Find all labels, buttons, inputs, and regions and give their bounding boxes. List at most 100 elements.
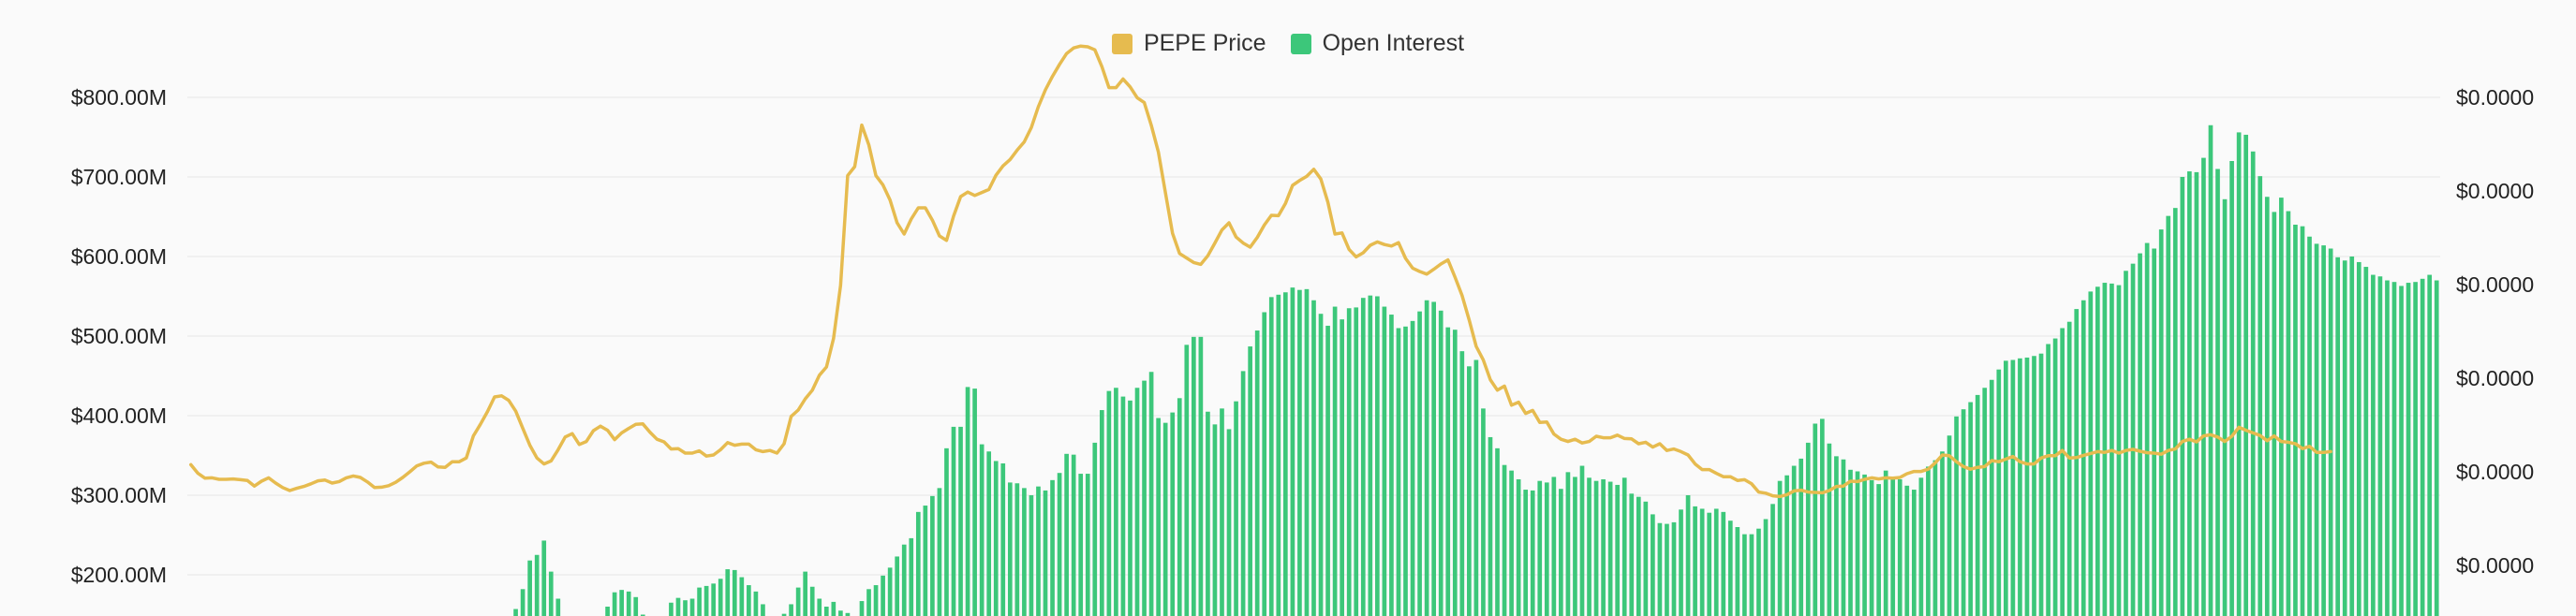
- open-interest-bar: [1134, 388, 1140, 616]
- open-interest-bar: [626, 591, 631, 616]
- open-interest-bar: [1240, 371, 1246, 616]
- open-interest-bar: [1713, 508, 1719, 616]
- open-interest-bar: [1819, 418, 1825, 616]
- open-interest-bar: [2391, 282, 2397, 616]
- open-interest-bar: [2363, 267, 2369, 616]
- open-interest-bar: [901, 544, 907, 616]
- open-interest-bar: [1869, 479, 1874, 616]
- open-interest-bar: [534, 554, 540, 616]
- open-interest-bar: [2321, 245, 2326, 616]
- open-interest-bar: [1932, 460, 1938, 616]
- open-interest-bar: [2420, 278, 2425, 616]
- open-interest-bar: [789, 604, 793, 616]
- open-interest-bar: [944, 447, 949, 616]
- open-interest-bar: [958, 426, 963, 616]
- open-interest-bar: [1029, 495, 1034, 616]
- open-interest-bar: [2258, 176, 2263, 616]
- open-interest-bar: [689, 598, 695, 616]
- open-interest-bar: [2102, 283, 2108, 616]
- open-interest-bar: [859, 601, 865, 616]
- right-axis-ticks: $0.0000 $0.0000 $0.0000 $0.0000 $0.0000 $0.00…: [2456, 85, 2534, 578]
- open-interest-bar: [1679, 509, 1683, 616]
- open-interest-bar: [619, 590, 624, 616]
- open-interest-bar: [2158, 229, 2164, 616]
- open-interest-bar: [2201, 157, 2206, 616]
- open-interest-bar: [1727, 521, 1733, 616]
- open-interest-bar: [640, 614, 645, 616]
- open-interest-bar: [2335, 257, 2341, 616]
- open-interest-bar: [831, 601, 836, 616]
- open-interest-bar: [1198, 336, 1204, 616]
- open-interest-bar: [1488, 436, 1493, 616]
- right-axis-tick-label: $0.0000: [2456, 553, 2534, 578]
- open-interest-bar: [2024, 357, 2030, 616]
- open-interest-bar: [1918, 477, 1924, 616]
- open-interest-bar: [1559, 489, 1563, 616]
- open-interest-bar: [2004, 360, 2008, 616]
- open-interest-bar: [1120, 396, 1126, 616]
- open-interest-bar: [2187, 171, 2192, 616]
- open-interest-bar: [909, 537, 914, 616]
- open-interest-bar: [895, 556, 900, 616]
- open-interest-bar: [1841, 459, 1846, 616]
- open-interest-bar: [1452, 330, 1458, 616]
- open-interest-bar: [923, 506, 928, 616]
- open-interest-bar: [1206, 411, 1210, 616]
- open-interest-bar: [1170, 412, 1176, 616]
- open-interest-bar: [1530, 490, 1535, 616]
- open-interest-bar: [2399, 286, 2404, 616]
- open-interest-bar: [2293, 225, 2298, 616]
- open-interest-bar: [2080, 300, 2086, 616]
- open-interest-bar: [2229, 161, 2234, 616]
- open-interest-bar: [1325, 325, 1330, 616]
- open-interest-bar: [1587, 477, 1591, 616]
- open-interest-bar: [1290, 287, 1295, 616]
- open-interest-bar: [823, 607, 829, 616]
- legend-item-open-interest[interactable]: Open Interest: [1290, 30, 1464, 57]
- open-interest-bar: [1862, 474, 1867, 616]
- open-interest-bar: [2279, 198, 2284, 616]
- left-axis-ticks: $800.00M $700.00M $600.00M $500.00M $400.00M…: [71, 85, 167, 587]
- open-interest-bar: [1502, 464, 1507, 616]
- open-interest-bar: [1092, 442, 1098, 616]
- open-interest-bar: [1763, 519, 1769, 616]
- left-axis-tick-label: $600.00M: [71, 244, 167, 269]
- open-interest-bar: [1883, 470, 1888, 616]
- open-interest-bar: [965, 387, 970, 616]
- open-interest-bar: [2300, 226, 2305, 616]
- open-interest-bar: [972, 389, 977, 616]
- open-interest-bar: [1742, 534, 1747, 616]
- open-interest-bar: [1699, 508, 1705, 616]
- open-interest-bar: [1721, 511, 1726, 616]
- left-axis-tick-label: $700.00M: [71, 165, 167, 189]
- open-interest-bar: [675, 597, 681, 616]
- open-interest-bar: [1947, 435, 1952, 616]
- open-interest-bar: [1876, 484, 1881, 616]
- open-interest-bar: [1735, 527, 1740, 616]
- open-interest-bar: [1085, 474, 1090, 616]
- open-interest-bar: [1897, 479, 1902, 616]
- open-interest-bar: [845, 612, 851, 616]
- open-interest-bar: [1184, 345, 1190, 616]
- legend-item-price[interactable]: PEPE Price: [1111, 30, 1266, 57]
- open-interest-bar: [1996, 369, 2002, 616]
- open-interest-bar: [1961, 409, 1966, 616]
- open-interest-bar: [1304, 288, 1310, 616]
- open-interest-bar: [1601, 479, 1606, 616]
- open-interest-bar: [1148, 372, 1154, 616]
- open-interest-bar: [979, 444, 985, 616]
- open-interest-bar: [1593, 480, 1599, 616]
- open-interest-bar: [1459, 351, 1465, 616]
- open-interest-bar: [2427, 274, 2433, 616]
- open-interest-bar: [605, 607, 610, 616]
- open-interest-bar: [1834, 456, 1839, 616]
- open-interest-bar: [1551, 477, 1557, 616]
- open-interest-bar: [2166, 215, 2171, 616]
- open-interest-bar: [1770, 504, 1775, 616]
- open-interest-bar: [930, 495, 935, 616]
- open-interest-bar: [1848, 469, 1853, 616]
- open-interest-bar: [1192, 336, 1196, 616]
- open-interest-bar: [1057, 473, 1062, 616]
- open-interest-bar: [1467, 366, 1472, 616]
